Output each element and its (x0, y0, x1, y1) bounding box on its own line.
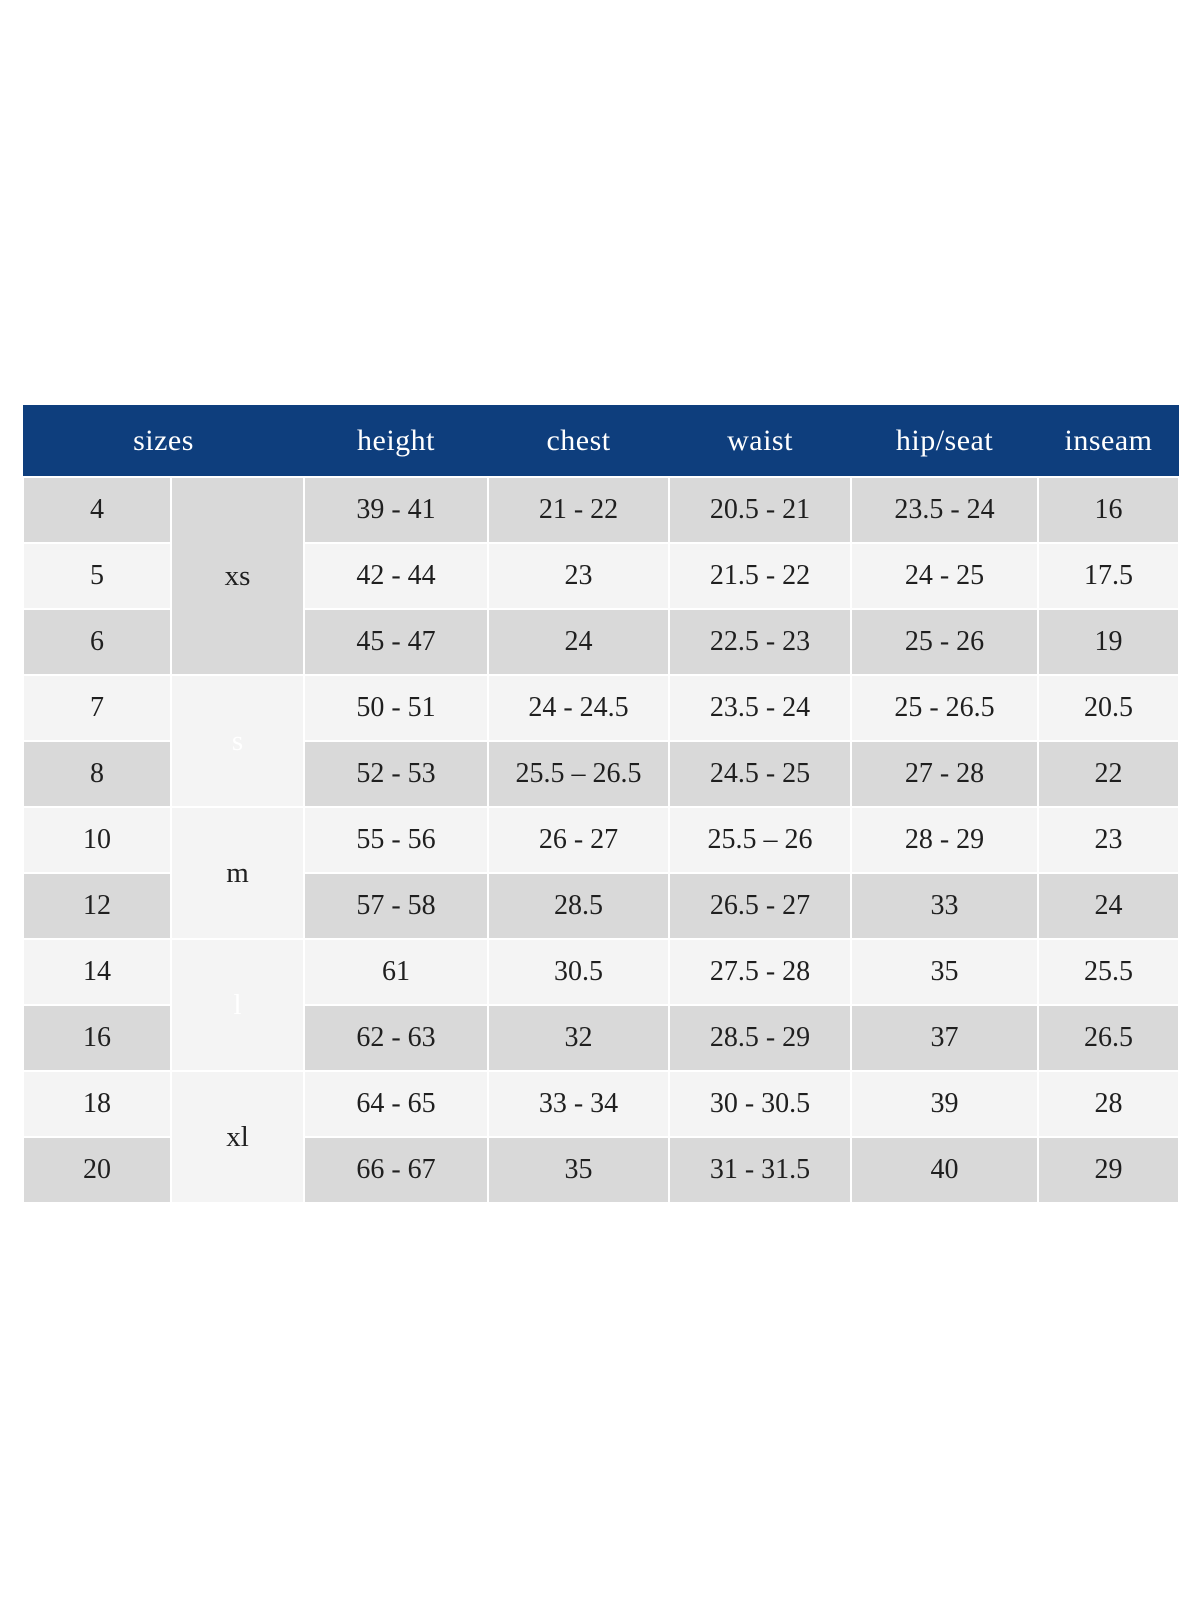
cell-height: 66 - 67 (303, 1136, 490, 1204)
cell-inseam: 19 (1037, 608, 1181, 676)
cell-waist: 27.5 - 28 (668, 938, 853, 1006)
cell-inseam: 23 (1037, 806, 1181, 874)
cell-size: 12 (22, 872, 172, 940)
cell-size: 6 (22, 608, 172, 676)
cell-chest: 24 - 24.5 (487, 674, 671, 742)
table-row: 10 m 55 - 56 26 - 27 25.5 – 26 28 - 29 2… (22, 806, 1181, 940)
cell-hip-seat: 27 - 28 (850, 740, 1040, 808)
column-header-chest: chest (488, 405, 670, 477)
cell-height: 42 - 44 (303, 542, 490, 610)
cell-height: 62 - 63 (303, 1004, 490, 1072)
table-row: 16 62 - 63 32 28.5 - 29 37 26.5 (22, 1004, 1181, 1072)
cell-chest: 26 - 27 (487, 806, 671, 874)
cell-hip-seat: 39 (850, 1070, 1040, 1138)
cell-waist: 25.5 – 26 (668, 806, 853, 874)
table-row: 4 xs 39 - 41 21 - 22 20.5 - 21 23.5 - 24… (22, 476, 1181, 676)
cell-size: 10 (22, 806, 172, 874)
cell-inseam: 29 (1037, 1136, 1181, 1204)
table-row: 6 45 - 47 24 22.5 - 23 25 - 26 19 (22, 608, 1181, 676)
column-header-hip-seat: hip/seat (851, 405, 1039, 477)
cell-waist: 28.5 - 29 (668, 1004, 853, 1072)
size-group-cell-m: m (169, 806, 306, 940)
table-row: 8 52 - 53 25.5 – 26.5 24.5 - 25 27 - 28 … (22, 740, 1181, 808)
column-header-waist: waist (669, 405, 852, 477)
size-chart: sizes height chest waist hip/seat inseam… (22, 405, 1181, 1204)
cell-chest: 32 (487, 1004, 671, 1072)
cell-size: 14 (22, 938, 172, 1006)
cell-chest: 30.5 (487, 938, 671, 1006)
cell-inseam: 20.5 (1037, 674, 1181, 742)
cell-hip-seat: 25 - 26.5 (850, 674, 1040, 742)
cell-size: 8 (22, 740, 172, 808)
cell-inseam: 28 (1037, 1070, 1181, 1138)
cell-waist: 23.5 - 24 (668, 674, 853, 742)
cell-chest: 28.5 (487, 872, 671, 940)
cell-inseam: 17.5 (1037, 542, 1181, 610)
cell-chest: 21 - 22 (487, 476, 671, 544)
cell-hip-seat: 23.5 - 24 (850, 476, 1040, 544)
cell-height: 57 - 58 (303, 872, 490, 940)
cell-size: 20 (22, 1136, 172, 1204)
cell-hip-seat: 33 (850, 872, 1040, 940)
cell-hip-seat: 28 - 29 (850, 806, 1040, 874)
header-row: sizes height chest waist hip/seat inseam (23, 405, 1180, 477)
table-row: 7 s 50 - 51 24 - 24.5 23.5 - 24 25 - 26.… (22, 674, 1181, 808)
cell-inseam: 25.5 (1037, 938, 1181, 1006)
column-header-sizes: sizes (23, 405, 305, 477)
column-header-inseam: inseam (1038, 405, 1180, 477)
cell-size: 18 (22, 1070, 172, 1138)
cell-size: 5 (22, 542, 172, 610)
cell-waist: 22.5 - 23 (668, 608, 853, 676)
cell-height: 55 - 56 (303, 806, 490, 874)
size-group-cell-l: l (169, 938, 306, 1072)
cell-waist: 26.5 - 27 (668, 872, 853, 940)
column-header-height: height (304, 405, 489, 477)
cell-hip-seat: 37 (850, 1004, 1040, 1072)
cell-chest: 33 - 34 (487, 1070, 671, 1138)
size-group-cell-xl: xl (169, 1070, 306, 1204)
cell-size: 4 (22, 476, 172, 544)
cell-inseam: 26.5 (1037, 1004, 1181, 1072)
cell-waist: 21.5 - 22 (668, 542, 853, 610)
cell-hip-seat: 40 (850, 1136, 1040, 1204)
cell-chest: 25.5 – 26.5 (487, 740, 671, 808)
cell-waist: 24.5 - 25 (668, 740, 853, 808)
cell-waist: 20.5 - 21 (668, 476, 853, 544)
cell-inseam: 24 (1037, 872, 1181, 940)
cell-size: 7 (22, 674, 172, 742)
cell-waist: 30 - 30.5 (668, 1070, 853, 1138)
cell-waist: 31 - 31.5 (668, 1136, 853, 1204)
cell-chest: 23 (487, 542, 671, 610)
table-row: 5 42 - 44 23 21.5 - 22 24 - 25 17.5 (22, 542, 1181, 610)
size-group-cell-s: s (169, 674, 306, 808)
cell-size: 16 (22, 1004, 172, 1072)
cell-hip-seat: 35 (850, 938, 1040, 1006)
cell-chest: 24 (487, 608, 671, 676)
cell-chest: 35 (487, 1136, 671, 1204)
table-row: 20 66 - 67 35 31 - 31.5 40 29 (22, 1136, 1181, 1204)
table-row: 14 l 61 30.5 27.5 - 28 35 25.5 (22, 938, 1181, 1072)
cell-inseam: 16 (1037, 476, 1181, 544)
table-row: 12 57 - 58 28.5 26.5 - 27 33 24 (22, 872, 1181, 940)
cell-hip-seat: 25 - 26 (850, 608, 1040, 676)
size-group-cell-xs: xs (169, 476, 306, 676)
cell-height: 64 - 65 (303, 1070, 490, 1138)
cell-height: 50 - 51 (303, 674, 490, 742)
cell-inseam: 22 (1037, 740, 1181, 808)
size-chart-table: sizes height chest waist hip/seat inseam… (22, 405, 1181, 1204)
cell-height: 52 - 53 (303, 740, 490, 808)
cell-height: 45 - 47 (303, 608, 490, 676)
table-row: 18 xl 64 - 65 33 - 34 30 - 30.5 39 28 (22, 1070, 1181, 1204)
cell-hip-seat: 24 - 25 (850, 542, 1040, 610)
cell-height: 61 (303, 938, 490, 1006)
cell-height: 39 - 41 (303, 476, 490, 544)
